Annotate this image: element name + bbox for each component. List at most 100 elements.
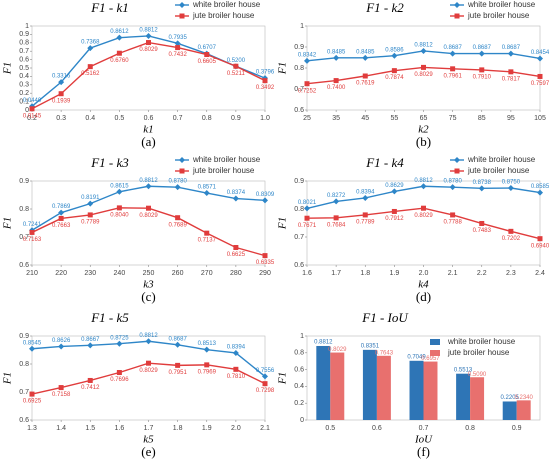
value-label: 0.8812 [139,333,158,339]
legend-label: jute broiler house [192,11,255,20]
value-label: 0.7935 [168,35,187,41]
chart-title: F1 - k1 [90,0,129,15]
y-tick-label: 0.2 [294,400,304,407]
data-point [145,183,152,190]
data-point [391,208,397,214]
value-label: 0.8812 [314,340,333,346]
x-tick-label: 35 [332,115,340,122]
data-point [450,212,456,218]
data-point [116,370,122,376]
value-label: 0.7969 [198,369,217,375]
value-label: 0.7252 [298,88,317,94]
legend-label: jute broiler house [192,166,255,175]
value-label: 0.8342 [298,52,317,58]
x-tick-label: 1.3 [27,425,37,432]
x-tick-label: 1.5 [85,425,95,432]
y-tick-label: 0.8 [19,206,29,213]
x-tick-label: 85 [478,115,486,122]
value-label: 0.5200 [227,58,246,64]
value-label: 0.8029 [414,213,433,219]
y-tick-label: 0.6 [294,107,304,114]
data-point [203,346,210,353]
value-label: 0.6707 [198,45,217,51]
y-tick-label: 0.7 [19,234,29,241]
y-tick-label: 0.6 [19,417,29,424]
legend-label: jute broiler house [467,166,530,175]
value-label: 0.8191 [81,195,100,201]
value-label: 0.8029 [139,213,158,219]
data-point [362,194,369,201]
value-label: 0.8629 [385,183,404,189]
data-point [449,184,456,191]
data-point [362,54,369,61]
x-tick-label: 220 [55,270,67,277]
data-point [537,189,543,196]
data-point [233,245,239,250]
legend-swatch [430,339,440,345]
value-label: 0.7432 [168,52,187,58]
value-label: 0.7368 [81,40,100,46]
value-label: 0.7163 [23,237,42,243]
value-label: 0.6625 [227,252,246,258]
data-point [507,185,514,191]
y-tick-label: 1 [300,23,304,30]
value-label: 0.8687 [443,45,462,51]
data-point [391,52,398,59]
value-label: 0.5211 [227,71,246,77]
data-point [87,342,94,349]
value-label: 0.8545 [23,340,42,346]
x-tick-label: 270 [201,270,213,277]
x-tick-label: 1.8 [173,425,183,432]
y-axis-label: F1 [2,372,14,385]
value-label: 0.7137 [198,238,217,244]
value-label: 0.7817 [502,76,521,82]
x-tick-label: 0.3 [56,115,66,122]
x-tick-label: 95 [507,115,515,122]
bar [362,349,377,420]
value-label: 0.6760 [110,58,129,64]
value-label: 0.7874 [385,75,404,81]
data-point [175,45,181,51]
data-point [58,215,64,221]
y-tick-label: 0.7 [19,48,29,55]
y-tick-label: 0.9 [294,44,304,51]
x-tick-label: 0.8 [465,425,475,432]
legend-label: white broiler house [467,155,536,164]
value-label: 0.8029 [414,72,433,78]
value-label: 0.7556 [256,368,275,374]
value-label: 0.8394 [227,345,246,351]
legend-marker [179,13,185,19]
data-point [537,73,543,79]
value-label: 0.8687 [502,45,521,51]
value-label: 0.8029 [139,368,158,374]
data-point [508,228,514,234]
value-label: 0.7696 [110,377,129,383]
value-label: 0.7298 [256,388,275,394]
y-tick-label: 0.8 [19,40,29,47]
y-tick-label: 0.3 [19,82,29,89]
data-point [233,366,239,372]
value-label: 0.8612 [110,29,129,35]
data-point [507,50,514,57]
data-point [233,63,239,69]
caption: (c) [141,289,155,304]
x-tick-label: 25 [303,115,311,122]
data-point [537,55,543,62]
data-point [304,205,310,212]
y-tick-label: 0.8 [294,350,304,357]
data-point [508,69,514,75]
data-point [175,215,181,221]
x-tick-label: 2.2 [477,270,487,277]
x-tick-label: 1.9 [390,270,400,277]
x-axis-label: k5 [143,434,154,446]
data-point [174,40,181,47]
data-point [116,340,123,347]
x-tick-label: 2.0 [419,270,429,277]
data-point [232,349,239,356]
value-label: 0.7689 [168,222,187,228]
x-tick-label: 1.9 [202,425,212,432]
y-tick-label: 0.1 [19,98,29,105]
y-tick-label: 0.9 [19,178,29,185]
data-point [58,343,65,350]
legend-label: white broiler house [447,337,516,346]
